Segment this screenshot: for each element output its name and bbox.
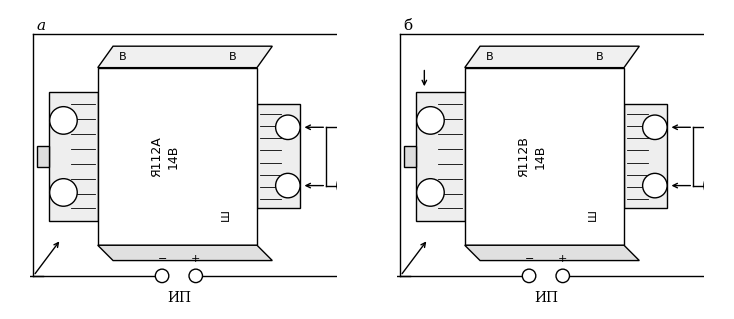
Text: a: a: [37, 19, 46, 33]
Circle shape: [523, 269, 536, 283]
Text: В: В: [229, 51, 236, 62]
Circle shape: [417, 179, 444, 206]
Polygon shape: [465, 245, 639, 261]
Circle shape: [189, 269, 203, 283]
Circle shape: [275, 115, 300, 139]
Circle shape: [704, 172, 731, 199]
Bar: [98, 68, 257, 245]
Text: ИП: ИП: [167, 291, 191, 305]
Text: Ш: Ш: [589, 209, 598, 220]
Circle shape: [156, 269, 169, 283]
Text: Я112В
14В: Я112В 14В: [517, 136, 547, 177]
Bar: [48, 92, 98, 221]
Circle shape: [275, 173, 300, 198]
Text: ИП: ИП: [534, 291, 558, 305]
Bar: [624, 104, 667, 209]
Text: В: В: [118, 51, 126, 62]
Text: Ш: Ш: [222, 209, 231, 220]
Bar: [465, 68, 624, 245]
Text: Я112А
14В: Я112А 14В: [150, 136, 180, 177]
Bar: [257, 104, 300, 209]
Polygon shape: [98, 245, 272, 261]
Text: +: +: [191, 254, 200, 263]
Bar: [404, 146, 415, 167]
Circle shape: [417, 107, 444, 134]
Text: −: −: [157, 254, 167, 263]
Polygon shape: [98, 46, 272, 68]
Circle shape: [642, 173, 667, 198]
Circle shape: [50, 107, 77, 134]
Text: В: В: [485, 51, 493, 62]
Circle shape: [337, 172, 364, 199]
Polygon shape: [465, 46, 639, 68]
Text: В: В: [596, 51, 603, 62]
Bar: [415, 92, 465, 221]
Circle shape: [556, 269, 570, 283]
Circle shape: [642, 115, 667, 139]
Circle shape: [50, 179, 77, 206]
Text: −: −: [524, 254, 534, 263]
Bar: [37, 146, 48, 167]
Text: б: б: [404, 19, 413, 33]
Text: +: +: [558, 254, 567, 263]
